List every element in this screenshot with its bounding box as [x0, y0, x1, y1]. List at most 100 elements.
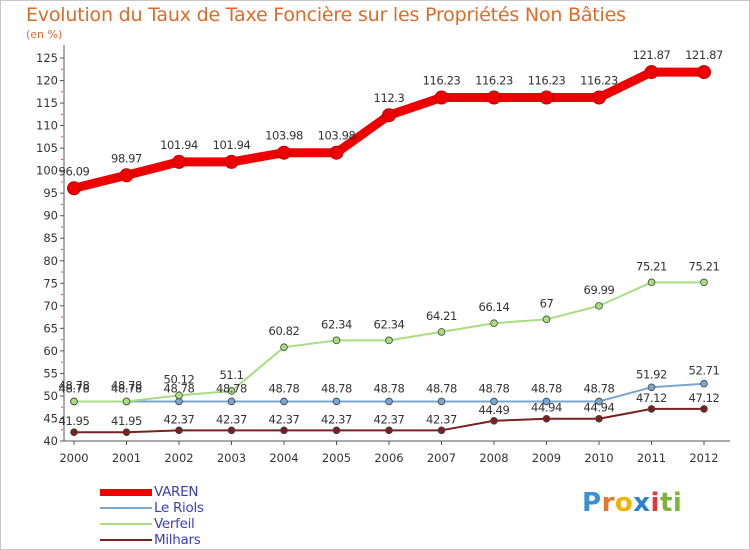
y-tick-label: 55: [43, 366, 58, 380]
data-label: 67: [540, 296, 554, 310]
y-tick-label: 85: [43, 231, 58, 245]
series-varen: [67, 65, 711, 196]
data-point: [280, 426, 288, 435]
logo-letter: t: [659, 488, 673, 518]
x-tick-label: 2012: [689, 451, 718, 465]
data-label: 112.3: [374, 91, 405, 105]
data-point: [332, 336, 341, 345]
data-label: 48.78: [59, 381, 90, 395]
legend-swatch: [100, 489, 152, 496]
y-tick-label: 105: [36, 141, 58, 155]
data-label: 42.37: [374, 412, 405, 426]
data-point: [332, 397, 341, 406]
data-point: [595, 414, 603, 423]
data-label: 47.12: [636, 391, 667, 405]
data-point: [67, 181, 81, 196]
chart-unit-label: (en %): [26, 28, 63, 41]
data-label: 60.82: [269, 324, 300, 338]
data-point: [542, 414, 551, 423]
x-tick-label: 2000: [59, 451, 88, 465]
data-point: [437, 328, 446, 336]
data-label: 51.1: [219, 368, 243, 382]
data-label: 116.23: [423, 74, 461, 88]
data-label: 121.87: [685, 48, 723, 62]
data-label: 48.78: [216, 381, 247, 395]
x-tick-label: 2010: [584, 451, 613, 465]
legend-item: VAREN: [100, 484, 300, 500]
data-label: 48.78: [111, 381, 142, 395]
data-point: [647, 278, 656, 287]
data-label: 48.78: [164, 381, 195, 395]
data-point: [539, 90, 554, 105]
data-point: [175, 426, 183, 435]
data-label: 42.37: [426, 412, 457, 426]
data-point: [487, 90, 501, 105]
series-line: [69, 67, 709, 193]
data-point: [280, 397, 288, 406]
data-point: [644, 65, 659, 80]
data-label: 51.92: [636, 367, 667, 381]
y-tick-label: 100: [36, 164, 58, 178]
data-point: [700, 379, 708, 388]
data-point: [647, 405, 656, 413]
data-label: 75.21: [689, 259, 720, 273]
data-label: 48.78: [374, 381, 405, 395]
data-point: [224, 154, 239, 169]
y-tick-label: 60: [43, 344, 58, 358]
data-label: 48.78: [426, 381, 457, 395]
data-point: [490, 397, 498, 406]
data-point: [385, 336, 393, 345]
data-label: 116.23: [580, 74, 618, 88]
data-point: [490, 416, 498, 425]
data-label: 69.99: [584, 283, 615, 297]
data-point: [119, 168, 134, 183]
legend-swatch: [100, 523, 152, 525]
series-verfeil: [70, 278, 708, 406]
data-point: [490, 319, 498, 328]
y-tick-label: 40: [43, 434, 58, 448]
y-tick-label: 115: [36, 96, 58, 110]
data-label: 44.94: [584, 401, 615, 415]
data-label: 42.37: [269, 412, 300, 426]
data-point: [227, 397, 236, 406]
x-tick-label: 2002: [164, 451, 193, 465]
y-tick-label: 110: [36, 119, 58, 133]
y-tick-label: 45: [43, 411, 58, 425]
data-point: [175, 391, 183, 400]
data-point: [70, 428, 78, 437]
y-tick-label: 125: [36, 51, 58, 65]
data-label: 41.95: [59, 414, 90, 428]
legend-label: Le Riols: [154, 500, 204, 516]
logo-letter: r: [601, 488, 615, 518]
data-label: 48.78: [59, 378, 90, 392]
x-tick-label: 2004: [269, 451, 298, 465]
data-point: [122, 397, 131, 406]
data-point: [437, 397, 446, 406]
data-label: 48.78: [584, 381, 615, 395]
y-tick-label: 65: [43, 321, 58, 335]
x-tick-label: 2006: [374, 451, 403, 465]
data-label: 62.34: [321, 317, 352, 331]
data-label: 42.37: [216, 412, 247, 426]
data-point: [382, 108, 396, 123]
data-label: 64.21: [426, 309, 457, 323]
data-point: [329, 145, 344, 160]
data-point: [227, 387, 236, 395]
data-point: [595, 397, 603, 406]
data-label: 48.78: [269, 381, 300, 395]
x-tick-label: 2003: [217, 451, 246, 465]
y-tick-label: 50: [43, 389, 58, 403]
logo-letter: x: [633, 488, 651, 518]
y-tick-label: 80: [43, 254, 58, 268]
data-label: 98.97: [111, 151, 142, 165]
data-point: [280, 343, 288, 351]
data-point: [542, 397, 551, 406]
proxiti-logo: Proxiti: [582, 488, 682, 518]
data-label: 101.94: [213, 138, 251, 152]
data-point: [542, 315, 551, 324]
legend-label: Verfeil: [154, 516, 195, 532]
data-point: [592, 90, 606, 105]
logo-letter: o: [614, 488, 634, 518]
legend-item: Verfeil: [100, 516, 300, 532]
